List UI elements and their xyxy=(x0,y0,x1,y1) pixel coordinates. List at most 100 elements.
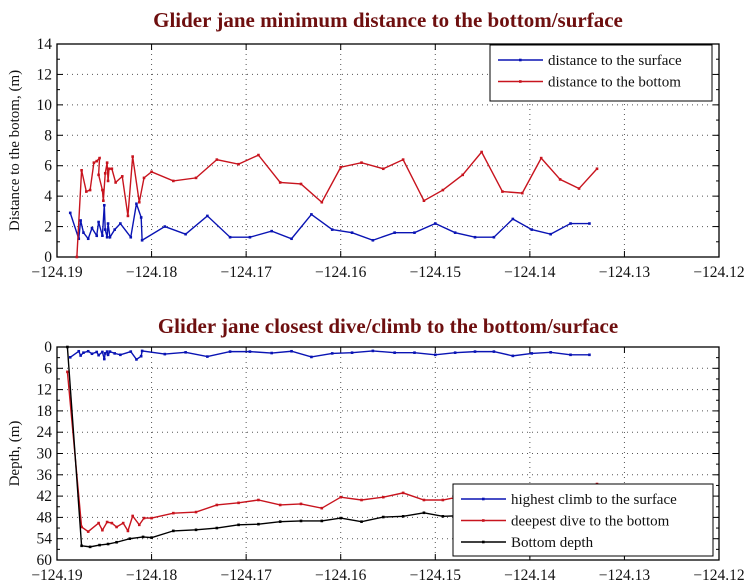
data-point xyxy=(97,353,100,357)
data-point xyxy=(105,161,109,164)
x-tick-label: −124.15 xyxy=(410,567,462,584)
data-point xyxy=(381,515,385,519)
legend: highest climb to the surface deepest dive… xyxy=(452,483,714,557)
series-distance-to-the-bottom xyxy=(75,150,599,259)
chart-2: Glider jane closest dive/climb to the bo… xyxy=(7,314,745,584)
data-point xyxy=(135,202,138,206)
x-tick-label: −124.12 xyxy=(693,264,744,281)
data-point xyxy=(77,237,81,241)
data-point xyxy=(163,352,167,356)
data-point xyxy=(360,520,363,523)
legend-label: deepest dive to the bottom xyxy=(511,514,670,530)
data-point xyxy=(129,235,133,239)
data-point xyxy=(95,159,99,163)
plot-frame xyxy=(56,346,720,561)
data-point xyxy=(86,349,90,353)
data-point xyxy=(228,350,232,353)
data-point xyxy=(79,219,82,222)
legend: distance to the surface distance to the b… xyxy=(489,44,713,102)
data-point xyxy=(453,231,457,234)
data-point xyxy=(163,225,167,228)
data-point xyxy=(433,353,437,357)
data-point xyxy=(511,217,515,221)
data-point xyxy=(142,176,146,180)
data-point xyxy=(393,231,396,234)
data-point xyxy=(128,537,132,540)
data-point xyxy=(92,161,96,164)
y-tick-label: 36 xyxy=(37,467,53,484)
data-point xyxy=(206,355,209,358)
data-point xyxy=(88,188,92,192)
y-tick-label: 54 xyxy=(37,531,53,548)
data-point xyxy=(95,234,99,237)
y-tick-label: 42 xyxy=(37,488,53,505)
y-tick-label: 0 xyxy=(44,249,52,266)
data-point xyxy=(320,200,324,204)
data-point xyxy=(299,502,303,506)
data-point xyxy=(142,516,146,520)
data-point xyxy=(106,222,110,225)
data-point xyxy=(101,188,104,192)
data-point xyxy=(248,350,252,353)
data-point xyxy=(511,354,515,358)
data-point xyxy=(228,235,232,239)
data-point xyxy=(80,544,83,548)
legend-marker xyxy=(482,519,485,522)
data-point xyxy=(501,190,504,193)
data-point xyxy=(595,167,599,171)
data-point xyxy=(422,511,426,515)
data-point xyxy=(106,353,110,357)
data-point xyxy=(105,235,109,239)
data-point xyxy=(278,520,282,523)
data-point xyxy=(401,515,405,518)
data-point xyxy=(453,351,457,354)
data-point xyxy=(558,178,562,181)
data-point xyxy=(77,349,81,353)
legend-marker xyxy=(519,80,522,83)
data-point xyxy=(82,351,85,354)
data-point xyxy=(569,353,572,357)
data-point xyxy=(119,222,122,225)
series-distance-to-the-surface xyxy=(68,202,591,242)
data-point xyxy=(135,358,138,361)
data-point xyxy=(103,172,107,175)
data-point xyxy=(66,345,69,349)
x-tick-label: −124.18 xyxy=(126,567,178,584)
data-point xyxy=(90,226,94,230)
data-point xyxy=(401,158,405,161)
data-point xyxy=(339,495,343,499)
data-point xyxy=(172,511,175,515)
data-point xyxy=(330,228,334,231)
y-tick-label: 6 xyxy=(44,360,52,377)
legend-label: distance to the bottom xyxy=(548,75,681,91)
x-tick-label: −124.17 xyxy=(220,264,272,281)
y-tick-label: 30 xyxy=(37,446,53,463)
data-point xyxy=(85,190,88,193)
data-point xyxy=(194,510,198,514)
data-point xyxy=(140,238,144,242)
series-line xyxy=(76,150,598,258)
data-point xyxy=(137,523,141,527)
data-point xyxy=(549,351,552,354)
y-tick-label: 14 xyxy=(37,36,53,53)
data-point xyxy=(126,214,130,218)
data-point xyxy=(139,354,143,358)
x-tick-label: −124.19 xyxy=(31,567,83,584)
data-point xyxy=(75,255,79,259)
data-point xyxy=(105,350,109,353)
x-tick-label: −124.16 xyxy=(315,264,367,281)
data-point xyxy=(549,232,552,236)
data-point xyxy=(139,216,143,219)
x-tick-label: −124.19 xyxy=(31,264,83,281)
data-point xyxy=(119,353,122,357)
y-axis-label: Depth, (m) xyxy=(7,421,23,487)
data-point xyxy=(194,176,198,180)
data-point xyxy=(150,516,153,520)
data-point xyxy=(422,199,426,203)
data-point xyxy=(299,519,303,523)
data-point xyxy=(257,498,260,502)
y-tick-label: 10 xyxy=(37,97,53,114)
data-point xyxy=(257,153,260,157)
data-point xyxy=(97,173,100,177)
data-point xyxy=(492,235,496,239)
